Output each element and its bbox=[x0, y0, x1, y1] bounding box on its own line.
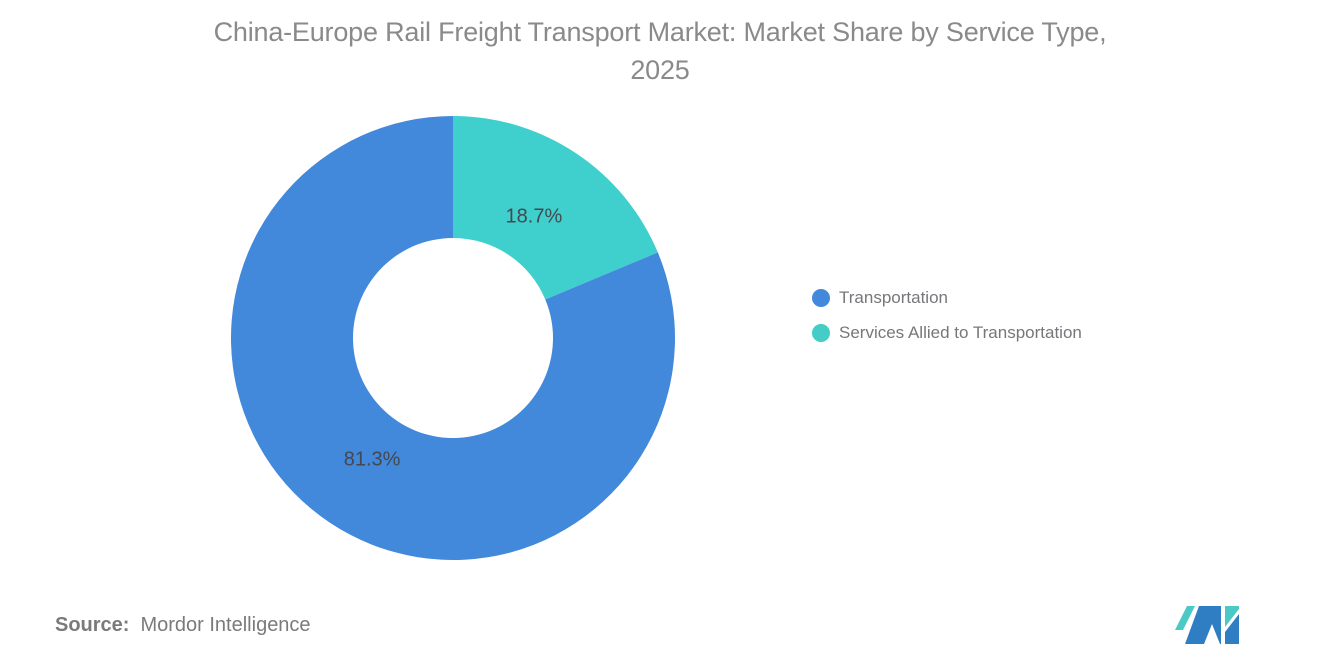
legend-swatch bbox=[812, 324, 830, 342]
chart-title-line2: 2025 bbox=[630, 55, 690, 85]
donut-chart: 18.7% 81.3% bbox=[230, 116, 675, 560]
legend: Transportation Services Allied to Transpo… bbox=[812, 288, 1082, 343]
logo-notch bbox=[1204, 624, 1220, 644]
chart-title-line1: China-Europe Rail Freight Transport Mark… bbox=[213, 17, 1107, 47]
legend-label: Transportation bbox=[839, 288, 948, 307]
slice-label-transportation: 81.3% bbox=[344, 449, 401, 471]
logo-teal-right-stroke bbox=[1225, 606, 1239, 627]
source-label: Source: bbox=[55, 614, 130, 636]
source-value: Mordor Intelligence bbox=[140, 614, 311, 636]
mordor-intelligence-logo bbox=[1175, 606, 1239, 644]
pie-slice-services-allied-to-transportation[interactable] bbox=[453, 116, 658, 300]
logo-blue-right-stroke bbox=[1225, 614, 1239, 644]
legend-swatch bbox=[812, 289, 830, 307]
chart-title: China-Europe Rail Freight Transport Mark… bbox=[20, 13, 1300, 89]
source-note: Source: Mordor Intelligence bbox=[55, 614, 311, 637]
logo-teal-left-stroke bbox=[1175, 606, 1195, 630]
legend-item-transportation[interactable]: Transportation bbox=[812, 288, 1082, 308]
slice-label-services-allied-to-transportation: 18.7% bbox=[506, 206, 563, 228]
legend-label: Services Allied to Transportation bbox=[839, 323, 1082, 342]
pie-slice-transportation[interactable] bbox=[230, 116, 675, 560]
legend-item-services-allied-to-transportation[interactable]: Services Allied to Transportation bbox=[812, 323, 1082, 343]
